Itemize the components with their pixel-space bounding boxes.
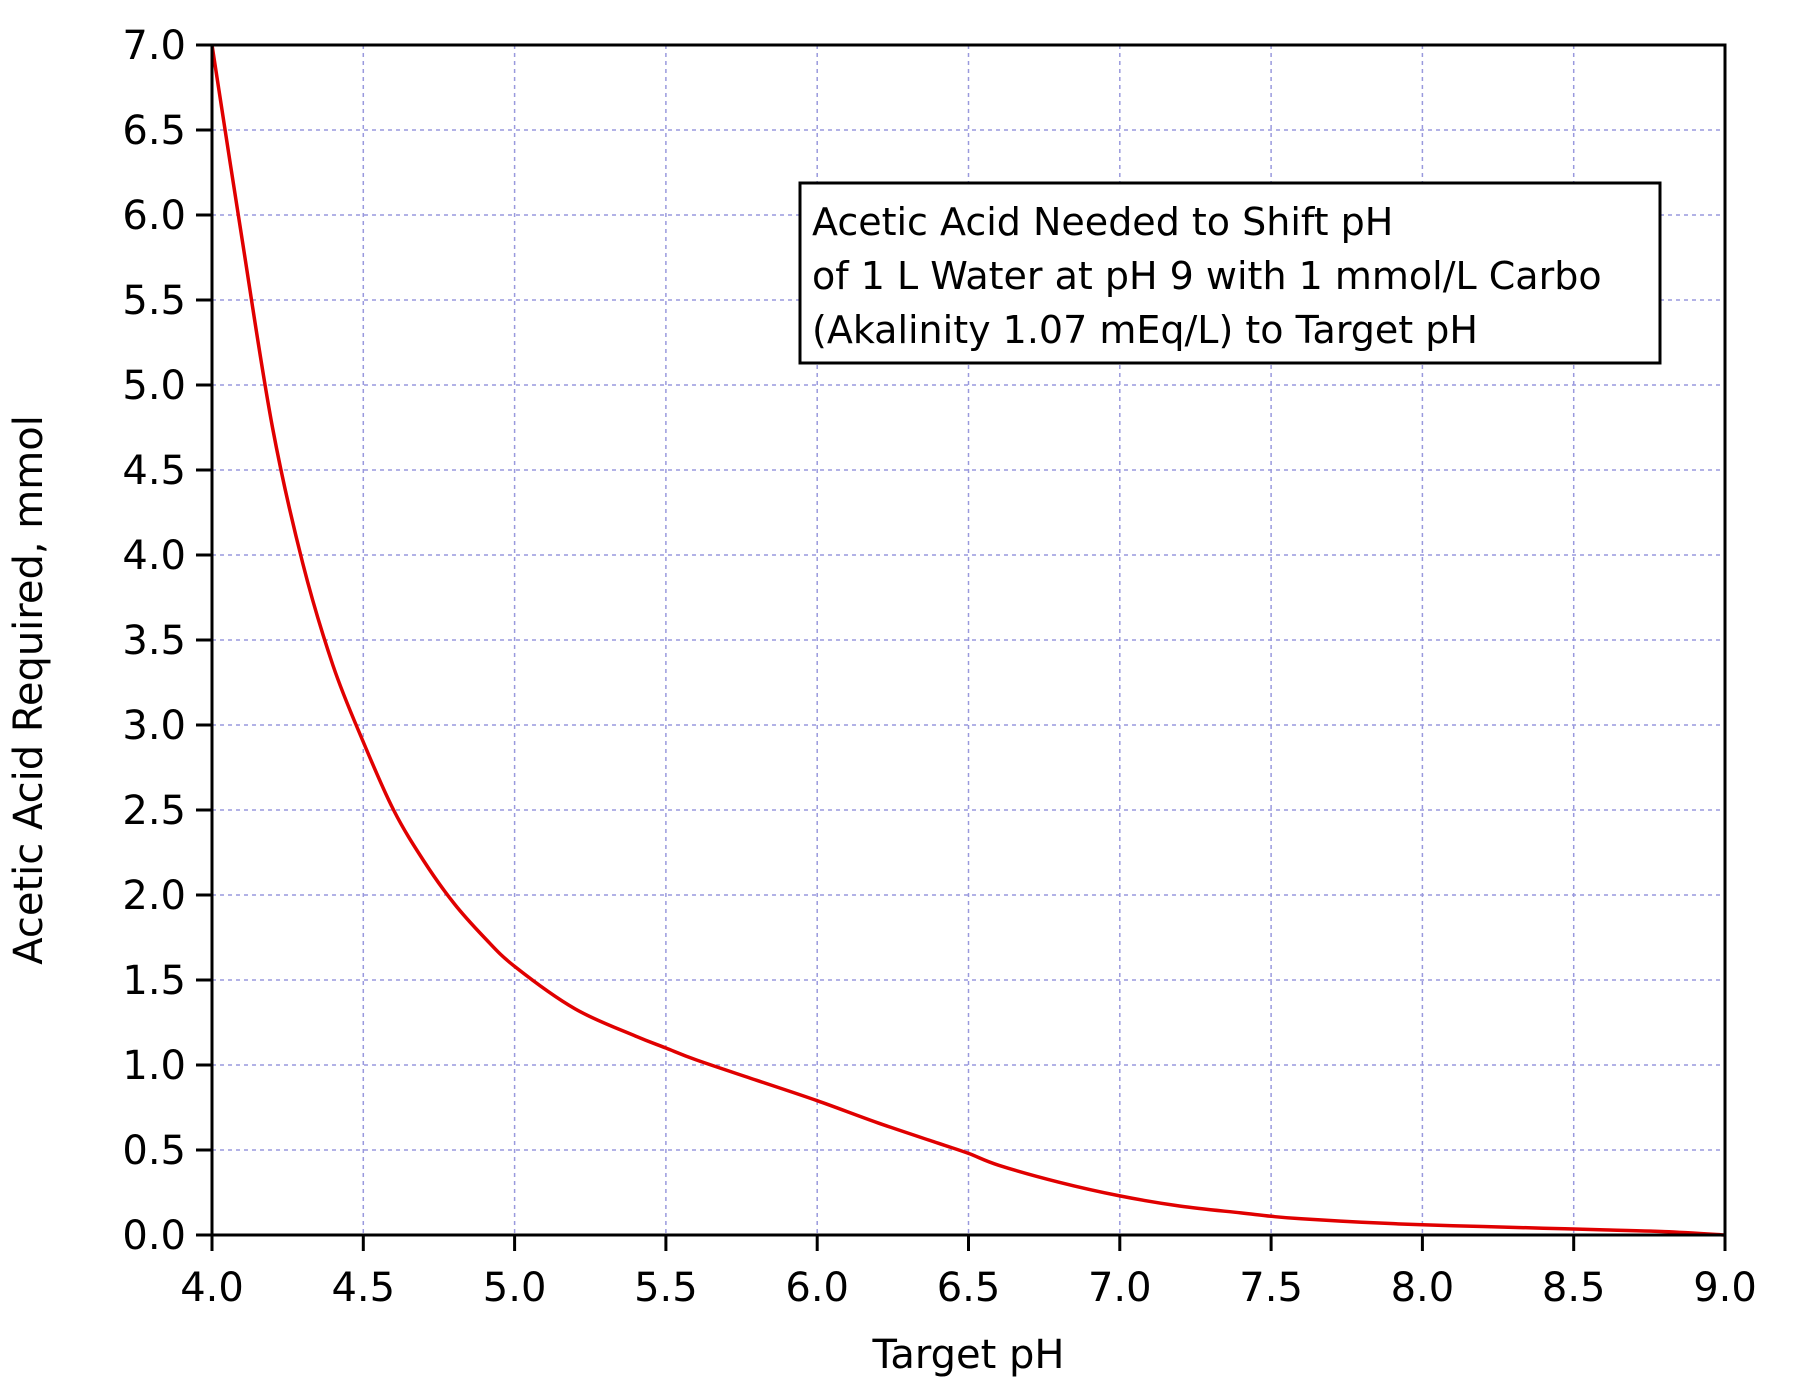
x-tick-label: 5.5 xyxy=(634,1265,698,1311)
y-tick-label: 5.0 xyxy=(122,363,186,409)
y-tick-label: 0.0 xyxy=(122,1213,186,1259)
y-tick-label: 5.5 xyxy=(122,278,186,324)
axis-ticks xyxy=(196,43,1727,1251)
y-tick-label: 0.5 xyxy=(122,1128,186,1174)
x-tick-label: 7.5 xyxy=(1239,1265,1303,1311)
annotation-box: Acetic Acid Needed to Shift pH of 1 L Wa… xyxy=(798,181,1662,365)
y-tick-label: 1.0 xyxy=(122,1043,186,1089)
y-axis-title: Acetic Acid Required, mmol xyxy=(6,415,52,965)
y-tick-label: 6.5 xyxy=(122,108,186,154)
x-tick-label: 9.0 xyxy=(1693,1265,1757,1311)
annotation-line: (Akalinity 1.07 mEq/L) to Target pH xyxy=(812,308,1478,352)
y-tick-labels: 0.0 0.5 1.0 1.5 2.0 2.5 3.0 3.5 4.0 4.5 5.0 5.5 6.0 6… xyxy=(122,23,186,1259)
x-tick-label: 6.5 xyxy=(937,1265,1001,1311)
annotation-frame xyxy=(798,181,1662,365)
y-tick-label: 6.0 xyxy=(122,193,186,239)
x-tick-label: 8.0 xyxy=(1391,1265,1455,1311)
series-layer xyxy=(210,44,1726,1237)
y-tick-label: 2.0 xyxy=(122,873,186,919)
series-line xyxy=(210,44,1726,1237)
x-tick-label: 7.0 xyxy=(1088,1265,1152,1311)
y-tick-label: 3.0 xyxy=(122,703,186,749)
x-tick-label: 4.0 xyxy=(180,1265,244,1311)
annotation-line: of 1 L Water at pH 9 with 1 mmol/L Carbo xyxy=(812,254,1602,298)
x-tick-labels: 4.0 4.5 5.0 5.5 6.0 6.5 7.0 7.5 8.0 8.5 9.0 xyxy=(180,1265,1757,1311)
x-tick-label: 8.5 xyxy=(1542,1265,1606,1311)
annotation-line: Acetic Acid Needed to Shift pH xyxy=(812,200,1393,244)
x-tick-label: 5.0 xyxy=(483,1265,547,1311)
x-axis-title: Target pH xyxy=(872,1332,1065,1378)
y-tick-label: 3.5 xyxy=(122,618,186,664)
y-tick-label: 1.5 xyxy=(122,958,186,1004)
x-tick-label: 6.0 xyxy=(785,1265,849,1311)
y-tick-label: 2.5 xyxy=(122,788,186,834)
y-tick-label: 4.0 xyxy=(122,533,186,579)
x-tick-label: 4.5 xyxy=(331,1265,395,1311)
y-tick-label: 4.5 xyxy=(122,448,186,494)
y-tick-label: 7.0 xyxy=(122,23,186,69)
